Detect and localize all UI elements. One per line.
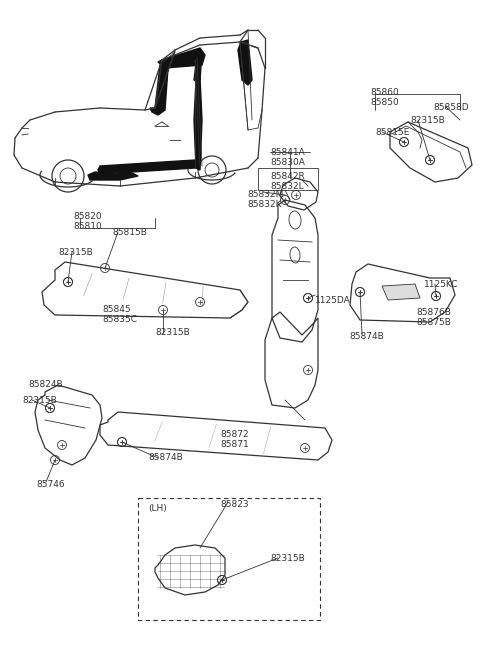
Text: 85872
85871: 85872 85871 <box>220 430 249 450</box>
Polygon shape <box>150 62 168 115</box>
Polygon shape <box>194 78 202 170</box>
Text: 85823: 85823 <box>220 500 249 509</box>
Text: 82315B: 82315B <box>22 396 57 405</box>
Text: 85874B: 85874B <box>349 332 384 341</box>
Text: 85815B: 85815B <box>112 228 147 237</box>
Text: 1125KC: 1125KC <box>424 280 458 289</box>
Bar <box>258 168 318 190</box>
Text: (LH): (LH) <box>148 504 167 513</box>
Text: 1125DA: 1125DA <box>315 296 351 305</box>
Text: 85824B: 85824B <box>28 380 62 389</box>
Text: 85746: 85746 <box>36 480 65 489</box>
Text: 82315B: 82315B <box>155 328 190 337</box>
Text: 85832M
85832K: 85832M 85832K <box>247 190 283 210</box>
Text: 85841A
85830A: 85841A 85830A <box>270 148 305 168</box>
Text: 85874B: 85874B <box>148 453 183 462</box>
Polygon shape <box>194 50 202 82</box>
Text: 82315B: 82315B <box>58 248 93 257</box>
Text: 82315B: 82315B <box>270 554 305 563</box>
Text: 85858D: 85858D <box>433 103 468 112</box>
Polygon shape <box>382 284 420 300</box>
Bar <box>138 498 320 620</box>
Text: 85860
85850: 85860 85850 <box>371 88 399 107</box>
Text: 85820
85810: 85820 85810 <box>73 212 102 232</box>
Polygon shape <box>238 40 252 85</box>
Polygon shape <box>88 172 138 180</box>
Text: 85815E: 85815E <box>375 128 409 137</box>
Polygon shape <box>158 48 205 68</box>
Polygon shape <box>98 160 197 174</box>
Text: 85876B
85875B: 85876B 85875B <box>416 308 451 327</box>
Text: 82315B: 82315B <box>410 116 445 125</box>
Text: 85842R
85832L: 85842R 85832L <box>270 172 305 192</box>
Text: 85845
85835C: 85845 85835C <box>102 305 137 324</box>
